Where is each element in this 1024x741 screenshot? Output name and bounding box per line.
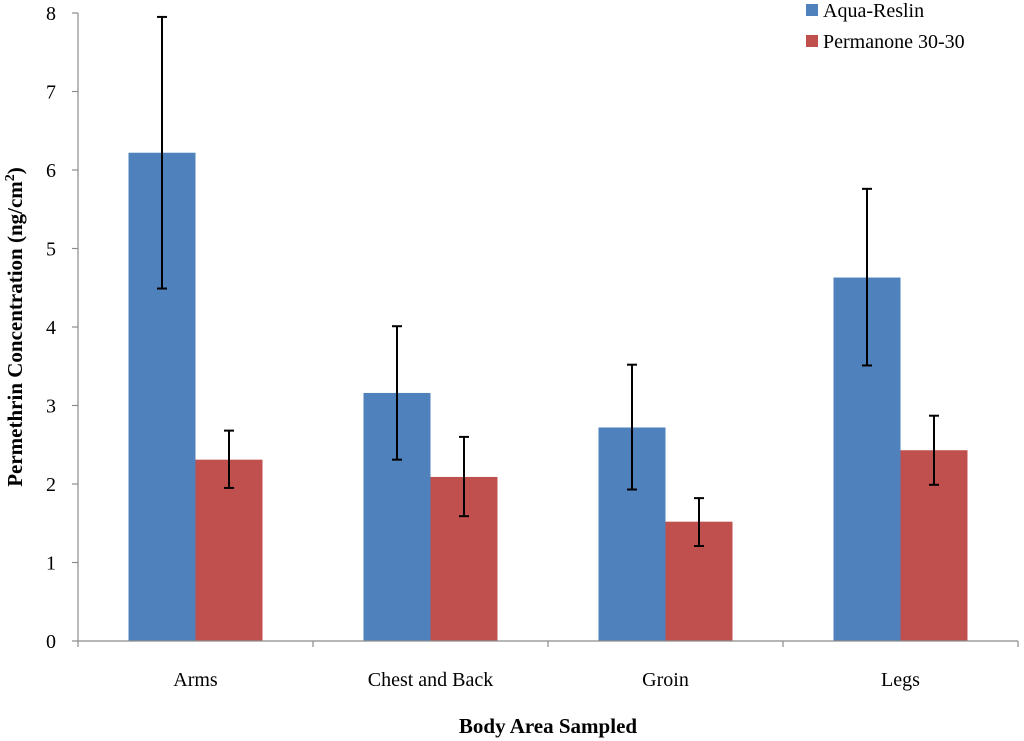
x-axis-title: Body Area Sampled: [459, 714, 637, 738]
x-category-label: Groin: [642, 669, 689, 691]
y-axis-ticks: 0 1 2 3 4 5 6 7 8: [46, 3, 78, 653]
y-axis-title-close: ): [3, 167, 27, 174]
legend-swatch-aqua-reslin: [806, 4, 818, 16]
error-bars: [157, 15, 939, 548]
y-axis-title: Permethrin Concentration (ng/cm2): [3, 167, 27, 487]
y-tick-label: 7: [46, 82, 56, 104]
y-tick-label: 8: [46, 3, 56, 25]
legend-label-permanone: Permanone 30-30: [823, 31, 965, 53]
y-tick-label: 6: [46, 160, 56, 182]
x-category-label: Legs: [881, 669, 920, 691]
x-axis-ticks: [77, 641, 1019, 647]
y-tick-label: 1: [46, 553, 56, 575]
legend-label-aqua-reslin: Aqua-Reslin: [823, 0, 924, 22]
legend: Aqua-Reslin Permanone 30-30: [806, 0, 965, 53]
y-tick-label: 2: [46, 474, 56, 496]
y-tick-label: 5: [46, 239, 56, 261]
x-axis-category-labels: Arms Chest and Back Groin Legs: [173, 669, 920, 691]
y-axis-title-base: Permethrin Concentration (ng/cm: [3, 181, 27, 487]
y-tick-label: 3: [46, 396, 56, 418]
x-category-label: Chest and Back: [368, 669, 494, 691]
bar-series: [128, 152, 968, 642]
legend-swatch-permanone: [806, 35, 818, 47]
x-category-label: Arms: [173, 669, 218, 691]
y-axis-title-superscript: 2: [3, 174, 18, 181]
y-tick-label: 4: [46, 317, 56, 339]
y-tick-label: 0: [46, 631, 56, 653]
bar-permanone-30-30-arms: [195, 459, 263, 641]
